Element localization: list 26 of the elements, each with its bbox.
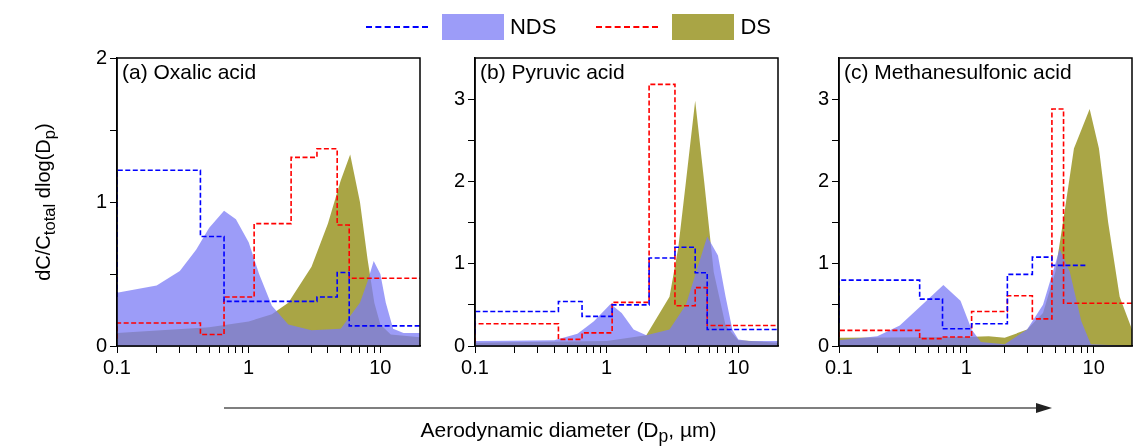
x-tick-label: 1 <box>960 355 972 378</box>
x-tick-label: 1 <box>601 355 613 378</box>
y-tick-label: 2 <box>817 168 829 191</box>
y-tick-label: 1 <box>453 251 465 274</box>
x-tick-label: 10 <box>1082 355 1105 378</box>
x-tick-label: 0.1 <box>103 355 131 378</box>
y-tick-label: 1 <box>95 189 107 212</box>
x-tick-label: 0.1 <box>825 355 853 378</box>
x-tick-label: 10 <box>727 355 750 378</box>
y-tick-label: 0 <box>95 333 107 356</box>
chart-title: (b) Pyruvic acid <box>480 60 625 84</box>
y-tick-label: 2 <box>453 168 465 191</box>
y-tick-label: 3 <box>453 86 465 109</box>
y-tick-label: 2 <box>95 45 107 68</box>
x-axis-title: Aerodynamic diameter (D$_{p}$, µm) <box>419 418 718 448</box>
y-tick-label: 3 <box>817 86 829 109</box>
legend-label: DS <box>740 14 771 40</box>
chart-title: (a) Oxalic acid <box>122 60 257 84</box>
x-tick-label: 0.1 <box>461 355 489 378</box>
x-tick-label: 1 <box>243 355 255 378</box>
x-tick-label: 10 <box>369 355 392 378</box>
y-tick-label: 0 <box>453 333 465 356</box>
y-tick-label: 0 <box>817 333 829 356</box>
y-tick-label: 1 <box>817 251 829 274</box>
chart-title: (c) Methanesulfonic acid <box>844 60 1072 84</box>
legend-label: NDS <box>509 14 557 40</box>
